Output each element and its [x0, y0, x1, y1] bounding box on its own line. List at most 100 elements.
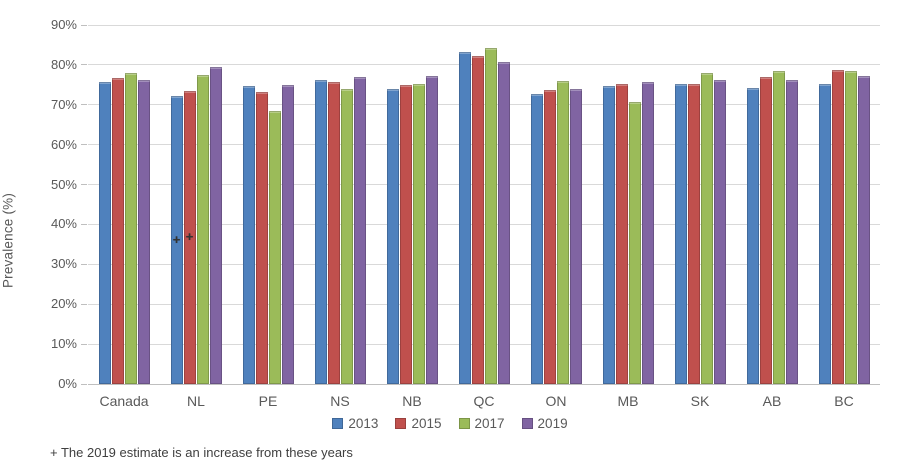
- bar-BC-2015: [831, 69, 844, 384]
- bar-ON-2017: [556, 81, 569, 384]
- y-tick-mark: [81, 144, 87, 146]
- y-tick-mark: [81, 184, 87, 186]
- bar-ON-2013: [530, 94, 543, 384]
- bar-BC-2017: [844, 70, 857, 384]
- y-tick-label: 70%: [50, 96, 77, 112]
- bar-NL-2015: [183, 90, 196, 384]
- category-label-BC: BC: [834, 393, 854, 409]
- y-tick-label: 20%: [50, 296, 77, 312]
- bar-SK-2015: [687, 83, 700, 384]
- bar-PE-2013: [242, 86, 255, 384]
- bar-AB-2015: [759, 76, 772, 384]
- bar-NL-2019: [209, 66, 222, 384]
- bar-AB-2017: [772, 70, 785, 384]
- y-tick-mark: [81, 383, 87, 385]
- bar-Canada-2017: [124, 72, 137, 384]
- bar-BC-2019: [857, 76, 870, 384]
- legend: 2013 2015 2017 2019: [0, 416, 900, 431]
- bar-AB-2013: [746, 87, 759, 384]
- bar-AB-2019: [785, 79, 798, 384]
- legend-label-2019: 2019: [537, 416, 568, 431]
- gridline-40%: [88, 223, 880, 225]
- bar-NB-2013: [386, 89, 399, 384]
- footnote: + The 2019 estimate is an increase from …: [50, 445, 353, 460]
- bar-NS-2013: [314, 80, 327, 384]
- y-tick-label: 10%: [50, 336, 77, 352]
- gridline-60%: [88, 144, 880, 146]
- gridline-80%: [88, 64, 880, 66]
- y-tick-label: 90%: [50, 17, 77, 32]
- y-tick-label: 30%: [50, 256, 77, 272]
- legend-item-2015: 2015: [395, 416, 442, 431]
- bar-PE-2019: [281, 84, 294, 384]
- annotation-plus-NL-2015: +: [185, 229, 194, 245]
- legend-item-2013: 2013: [332, 416, 378, 431]
- bar-ON-2015: [543, 89, 556, 384]
- plot-area: + +: [88, 0, 880, 384]
- bar-NS-2019: [353, 77, 366, 384]
- x-axis-line: [88, 383, 880, 385]
- bar-NB-2015: [399, 84, 412, 384]
- gridline-50%: [88, 184, 880, 186]
- category-label-NB: NB: [402, 393, 422, 409]
- legend-swatch-2019: [521, 418, 533, 429]
- category-label-Canada: Canada: [99, 393, 149, 409]
- bar-Canada-2019: [137, 79, 150, 384]
- legend-swatch-2017: [458, 418, 470, 429]
- gridline-20%: [88, 303, 880, 305]
- bar-QC-2019: [497, 61, 510, 384]
- category-label-SK: SK: [690, 393, 710, 409]
- y-tick-label: 60%: [50, 136, 77, 152]
- bar-MB-2015: [615, 84, 628, 384]
- annotation-plus-NL-2013: +: [172, 231, 181, 247]
- category-label-AB: AB: [762, 393, 782, 409]
- category-label-PE: PE: [258, 393, 278, 409]
- bar-SK-2019: [713, 79, 726, 384]
- bar-Canada-2015: [111, 78, 124, 384]
- y-tick-mark: [81, 64, 87, 66]
- y-tick-mark: [81, 104, 87, 106]
- bar-NS-2015: [327, 82, 340, 384]
- gridline-10%: [88, 343, 880, 345]
- y-tick-label: 80%: [50, 56, 77, 72]
- category-label-QC: QC: [473, 393, 495, 409]
- y-tick-mark: [81, 223, 87, 225]
- y-tick-mark: [81, 303, 87, 305]
- y-tick-mark: [81, 263, 87, 265]
- category-label-NS: NS: [330, 393, 350, 409]
- bar-BC-2013: [818, 83, 831, 384]
- legend-label-2013: 2013: [348, 416, 379, 431]
- legend-label-2015: 2015: [411, 416, 442, 431]
- bar-SK-2013: [674, 83, 687, 384]
- bar-NL-2013: [170, 95, 183, 384]
- bar-QC-2015: [471, 56, 484, 384]
- bar-PE-2017: [268, 110, 281, 384]
- bar-MB-2017: [628, 101, 641, 384]
- bar-Canada-2013: [98, 82, 111, 384]
- bar-ON-2019: [569, 89, 582, 384]
- bar-QC-2013: [458, 52, 471, 384]
- bar-NS-2017: [340, 88, 353, 384]
- bar-SK-2017: [700, 72, 713, 384]
- legend-item-2019: 2019: [521, 416, 568, 431]
- legend-item-2017: 2017: [458, 416, 505, 431]
- legend-label-2017: 2017: [474, 416, 505, 431]
- bar-PE-2015: [255, 92, 268, 384]
- gridline-90%: [88, 24, 880, 26]
- bar-NL-2017: [196, 74, 209, 384]
- bar-NB-2019: [425, 76, 438, 384]
- y-tick-label: 50%: [50, 176, 77, 192]
- gridline-70%: [88, 104, 880, 106]
- legend-swatch-2013: [332, 418, 344, 429]
- y-tick-mark: [81, 343, 87, 345]
- bar-MB-2013: [602, 86, 615, 384]
- category-label-NL: NL: [187, 393, 205, 409]
- y-tick-mark: [81, 24, 87, 26]
- y-tick-label: 0%: [58, 376, 77, 391]
- bar-QC-2017: [484, 47, 497, 384]
- y-tick-label: 40%: [50, 216, 77, 232]
- bar-MB-2019: [641, 82, 654, 384]
- legend-swatch-2015: [395, 418, 407, 429]
- y-axis-title: Prevalence (%): [0, 192, 16, 289]
